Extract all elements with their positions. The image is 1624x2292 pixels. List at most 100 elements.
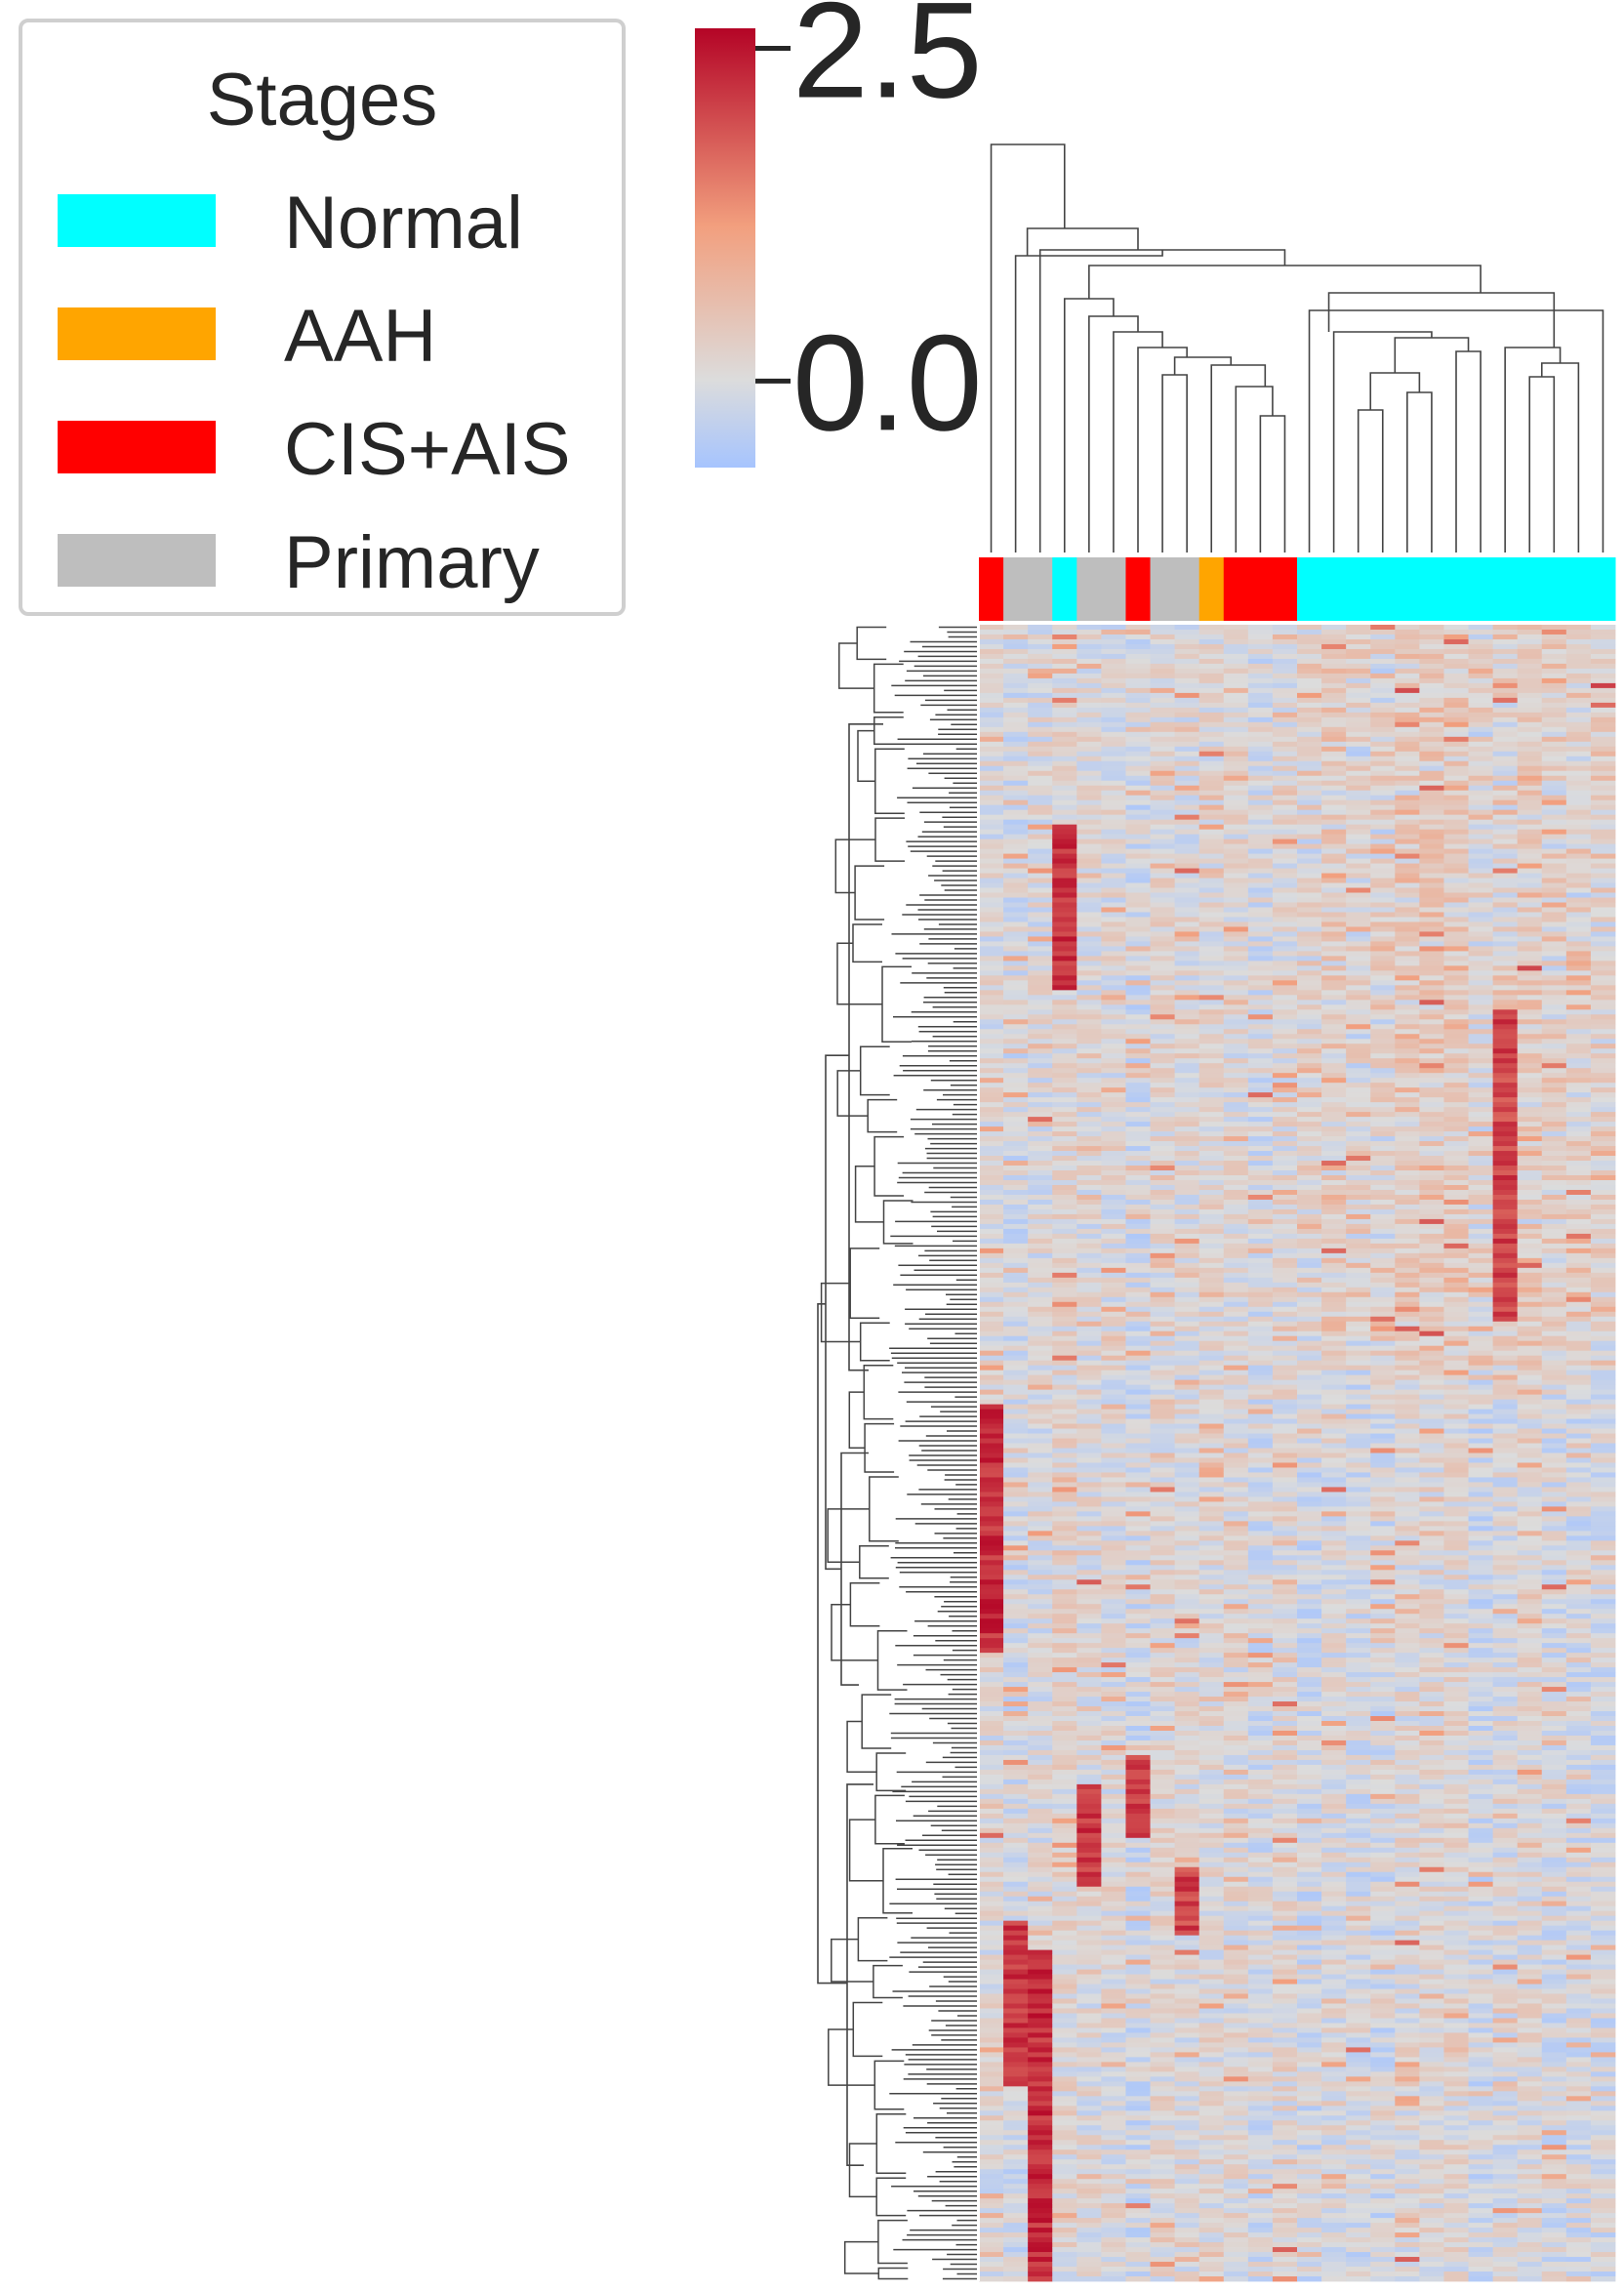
heatmap-cell (1003, 2159, 1029, 2165)
heatmap-cell (1198, 829, 1225, 836)
heatmap-cell (1247, 2257, 1274, 2263)
heatmap-cell (1174, 1029, 1200, 1035)
heatmap-cell (1125, 1107, 1151, 1113)
heatmap-cell (1150, 1959, 1176, 1965)
heatmap-cell (1028, 1477, 1053, 1483)
heatmap-cell (1174, 809, 1200, 816)
heatmap-cell (1174, 1818, 1200, 1824)
heatmap-cell (1198, 1126, 1225, 1132)
heatmap-cell (1150, 1667, 1176, 1673)
heatmap-cell (1101, 1827, 1126, 1834)
heatmap-cell (1003, 1633, 1029, 1639)
heatmap-cell (1028, 1122, 1053, 1127)
heatmap-cell (1174, 2189, 1200, 2194)
heatmap-cell (1150, 1170, 1176, 1176)
heatmap-cell (1076, 965, 1102, 971)
heatmap-cell (979, 760, 1004, 767)
heatmap-cell (1297, 1413, 1322, 1419)
heatmap-cell (1028, 653, 1053, 660)
heatmap-cell (1174, 1594, 1200, 1600)
heatmap-cell (1223, 638, 1249, 645)
heatmap-cell (1028, 1370, 1053, 1376)
heatmap-cell (1101, 1208, 1126, 1215)
heatmap-cell (1321, 804, 1347, 811)
heatmap-cell (1052, 843, 1077, 849)
heatmap-cell (1003, 1189, 1029, 1196)
heatmap-cell (979, 1822, 1004, 1829)
heatmap-cell (1101, 1252, 1126, 1259)
heatmap-cell (1101, 760, 1126, 767)
heatmap-cell (1174, 1199, 1200, 1206)
heatmap-cell (1297, 1394, 1322, 1400)
heatmap-cell (1297, 1920, 1322, 1927)
heatmap-cell (1101, 1087, 1126, 1093)
heatmap-cell (1076, 2149, 1102, 2155)
heatmap-cell (1150, 1496, 1176, 1502)
heatmap-cell (1321, 980, 1347, 986)
heatmap-cell (1028, 1920, 1053, 1927)
heatmap-cell (1003, 1628, 1029, 1634)
heatmap-cell (1223, 2267, 1249, 2272)
heatmap-cell (1297, 1716, 1322, 1722)
heatmap-cell (1076, 1915, 1102, 1922)
heatmap-cell (1101, 2037, 1126, 2043)
heatmap-cell (1198, 2091, 1225, 2097)
heatmap-cell (1198, 2272, 1225, 2277)
heatmap-cell (1198, 1940, 1225, 1946)
heatmap-cell (1003, 2071, 1029, 2077)
heatmap-cell (1321, 1228, 1347, 1235)
heatmap-cell (1272, 2203, 1298, 2209)
heatmap-cell (1028, 1716, 1053, 1722)
heatmap-cell (1174, 1716, 1200, 1722)
heatmap-cell (1223, 634, 1249, 640)
heatmap-cell (1101, 2232, 1126, 2238)
heatmap-cell (1198, 1078, 1225, 1084)
heatmap-cell (1272, 2164, 1298, 2170)
heatmap-cell (1223, 1306, 1249, 1313)
heatmap-cell (1297, 643, 1322, 650)
heatmap-cell (1125, 1009, 1151, 1015)
heatmap-cell (1003, 1213, 1029, 1220)
heatmap-cell (1003, 1257, 1029, 1264)
heatmap-cell (1198, 1355, 1225, 1362)
heatmap-cell (1247, 1472, 1274, 1478)
heatmap-cell (1223, 2184, 1249, 2190)
heatmap-cell (1247, 1803, 1274, 1810)
heatmap-cell (1125, 2267, 1151, 2272)
heatmap-cell (1003, 1330, 1029, 1337)
heatmap-cell (1101, 902, 1126, 908)
heatmap-cell (1076, 878, 1102, 883)
heatmap-cell (1174, 1764, 1200, 1771)
heatmap-cell (1150, 1837, 1176, 1844)
heatmap-cell (1028, 1482, 1053, 1488)
heatmap-cell (1198, 1151, 1225, 1157)
heatmap-cell (1028, 1058, 1053, 1064)
heatmap-cell (1003, 2193, 1029, 2199)
heatmap-cell (1150, 716, 1176, 723)
heatmap-cell (1223, 785, 1249, 792)
heatmap-cell (1198, 625, 1225, 631)
heatmap-cell (1272, 1959, 1298, 1965)
heatmap-cell (979, 1213, 1004, 1220)
heatmap-cell (1272, 1866, 1298, 1873)
heatmap-cell (979, 1467, 1004, 1473)
heatmap-cell (1297, 712, 1322, 718)
heatmap-cell (1297, 2047, 1322, 2053)
heatmap-cell (979, 965, 1004, 971)
heatmap-cell (979, 902, 1004, 908)
heatmap-cell (1198, 1827, 1225, 1834)
heatmap-cell (1076, 2145, 1102, 2150)
heatmap-cell (1125, 1662, 1151, 1668)
heatmap-cell (1076, 1653, 1102, 1658)
heatmap-cell (1101, 1166, 1126, 1171)
heatmap-cell (1076, 2071, 1102, 2077)
heatmap-cell (1052, 1535, 1077, 1541)
heatmap-cell (1174, 834, 1200, 840)
heatmap-cell (1150, 1482, 1176, 1488)
heatmap-cell (1028, 1282, 1053, 1289)
heatmap-cell (1076, 795, 1102, 801)
heatmap-cell (1223, 887, 1249, 893)
heatmap-cell (1247, 2101, 1274, 2107)
heatmap-cell (1101, 1291, 1126, 1298)
heatmap-cell (1223, 1599, 1249, 1605)
